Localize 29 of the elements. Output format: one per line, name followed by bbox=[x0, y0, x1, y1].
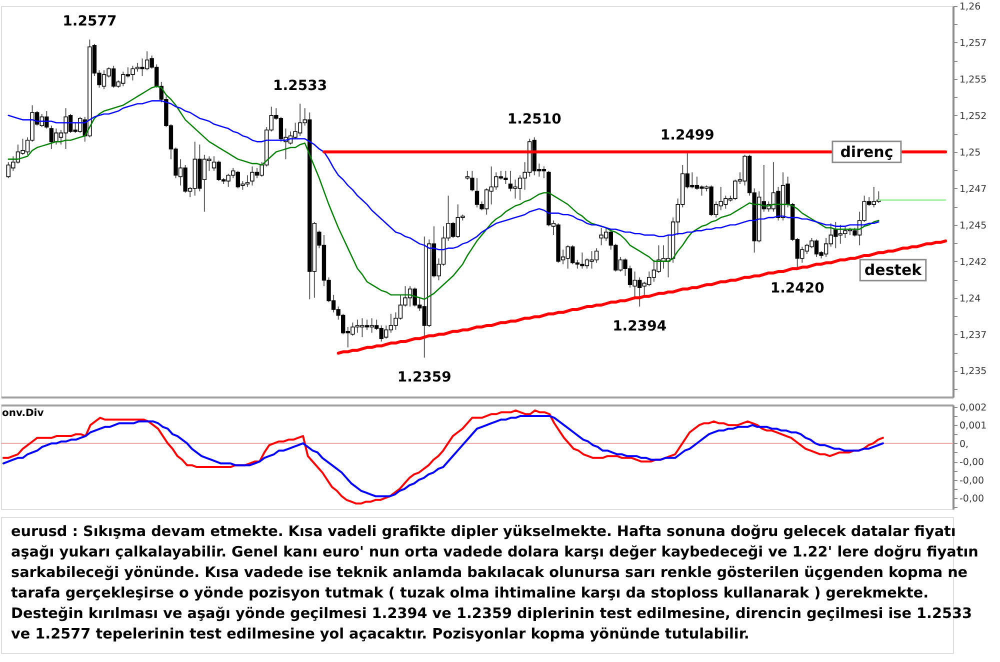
y-tick-label: 1,247 bbox=[960, 184, 987, 195]
y-tick-label: 0,002 bbox=[960, 402, 987, 414]
text: eurusd : Sıkışma devam etmekte. Kısa vadeli grafikte dipler yükselmekte. Hafta sonuna doğru gelecek datalar fiyatı aşağı yukarı çalkalayabilir. Genel kanı euro' nun orta vadede dolara karşı değer kaybedeceği ve 1.22' lere doğru fiyatın sarkabileceği yönünde. Kısa vadede ise teknik anlamda bakılacak olunursa sarı renkle gösterilen üçgenden kopma ne tarafa gerçekleşirse o yönde pozisyon tutmak ( tuzak olma ihtimaline karşı da stoploss kullanarak ) gerekmekte. Desteğin kırılması ve aşağı yönde geçilmesi 1.2394 ve 1.2359 diplerinin test edilmesine, direncin geçilmesi ise 1.2533 ve 1.2577 tepelerinin test edilmesine yol açacaktır. Pozisyonlar kopma yönünde tutulabilir. bbox=[11, 524, 978, 642]
line-series bbox=[336, 239, 948, 355]
y-tick-label: 1,252 bbox=[960, 110, 987, 122]
y-tick-label: 1,242 bbox=[960, 256, 987, 268]
series-label: direnç bbox=[840, 142, 894, 161]
annotation: 1.2577 bbox=[62, 14, 117, 30]
chart-title: onv.Div bbox=[2, 408, 44, 419]
y-tick-label: 1,24 bbox=[960, 293, 981, 304]
y-tick-label: -0,00 bbox=[960, 494, 984, 505]
y-tick-label: 1,237 bbox=[960, 330, 987, 341]
y-tick-label: 0,001 bbox=[960, 420, 987, 432]
series-label: destek bbox=[864, 261, 923, 280]
y-tick-label: 1,26 bbox=[960, 2, 981, 12]
y-tick-label: 1,255 bbox=[960, 74, 987, 86]
y-tick-label: 0, bbox=[960, 438, 969, 450]
annotation: 1.2359 bbox=[397, 370, 452, 386]
y-tick-label: 1,245 bbox=[960, 220, 987, 232]
annotation: 1.2499 bbox=[660, 127, 714, 144]
annotation: 1.2420 bbox=[770, 280, 825, 297]
y-tick-label: -0,00 bbox=[960, 475, 984, 486]
y-tick-label: 1,235 bbox=[960, 366, 987, 378]
y-tick-label: -0,00 bbox=[960, 457, 984, 468]
annotation: 1.2533 bbox=[273, 78, 328, 94]
y-tick-label: 1,257 bbox=[960, 38, 987, 49]
annotation: 1.2510 bbox=[507, 111, 562, 128]
y-tick-label: 1,25 bbox=[960, 147, 981, 158]
annotation: 1.2394 bbox=[612, 318, 667, 335]
